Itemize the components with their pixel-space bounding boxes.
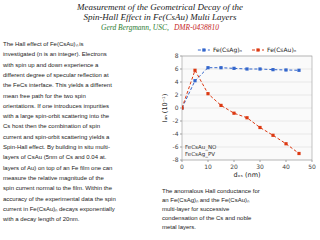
- grid-line: [182, 121, 312, 122]
- body-text: The Hall effect of Fe(CsAu)ₙ is investiga…: [2, 41, 116, 222]
- point: [182, 106, 184, 109]
- point: [219, 66, 222, 69]
- legend-marker: [202, 48, 205, 51]
- point: [245, 67, 248, 70]
- point: [182, 106, 184, 109]
- y-axis-label: Iₐₙ (10⁻¹): [161, 94, 169, 123]
- legend-item: Fe(CsAu)ₙ: [252, 46, 297, 53]
- grant: DMR-0438810: [173, 23, 219, 32]
- title: Spin-Hall Effect in Fe(CsAu) Multi Layer…: [83, 12, 237, 22]
- legend: Fe(CsAg)ₙ Fe(CsAu)ₙ: [198, 46, 297, 54]
- body-text-line: mean free path for the two spin: [3, 93, 86, 99]
- body-text-line: with a large spin-orbit scattering into …: [2, 113, 110, 119]
- point: [232, 112, 235, 115]
- series-line: [182, 68, 299, 108]
- body-text-line: with a decay length of 20nm.: [2, 216, 80, 222]
- x-tick-label: 0: [180, 163, 184, 170]
- legend-marker: [256, 48, 259, 51]
- series-line: [182, 70, 299, 153]
- plot-frame: [182, 56, 312, 160]
- x-tick-label: 30: [256, 163, 264, 170]
- y-tick-label: -6: [173, 143, 179, 150]
- grid-line: [182, 134, 312, 135]
- legend-item: Fe(CsAg)ₙ: [198, 46, 243, 54]
- body-text-line: Spin-Hall effect. By building in situ mu…: [3, 144, 110, 150]
- x-tick-label: 50: [308, 163, 316, 170]
- y-tick-label: 6: [175, 65, 179, 72]
- point: [284, 68, 287, 71]
- body-text-line: measure the relative magnitude of the: [3, 175, 104, 181]
- caption-line: multi-layer for successive: [162, 206, 230, 212]
- y-tick-label: -8: [173, 156, 179, 163]
- point: [258, 126, 261, 129]
- body-text-line: Cs host then the combination of spin: [3, 123, 100, 129]
- y-tick-label: -2: [173, 117, 179, 124]
- x-tick-label: 10: [204, 163, 212, 170]
- body-text-line: current in Fe(CsAu)ₙ decays exponentiall…: [3, 206, 115, 212]
- point: [232, 67, 235, 70]
- caption-line: metal layers.: [162, 224, 196, 230]
- grid-line: [182, 108, 312, 109]
- point: [297, 69, 300, 72]
- legend-label: Fe(CsAg)ₙ: [213, 46, 243, 54]
- point: [219, 104, 222, 107]
- point: [245, 116, 248, 119]
- body-text-line: current and spin-orbit scattering yields…: [3, 134, 110, 140]
- point: [284, 142, 287, 145]
- point: [297, 152, 300, 155]
- caption-line: an Fe(CsAg)ₙ and the Fe(CsAu)ₙ: [162, 197, 250, 203]
- x-axis-label: dₓₛ (nm): [233, 171, 260, 179]
- point: [193, 79, 196, 82]
- point: [271, 68, 274, 71]
- y-tick-label: 4: [175, 78, 179, 85]
- legend-label: Fe(CsAu)ₙ: [267, 46, 297, 53]
- annotation: FeCsAu_NO: [185, 144, 217, 151]
- body-text-line: with spin up and down experience a: [2, 62, 99, 68]
- body-text-line: the FeCs interface. This yields a differ…: [3, 82, 112, 88]
- y-tick-label: 0: [175, 104, 179, 111]
- point: [206, 66, 209, 69]
- y-tick-label: 8: [175, 52, 179, 59]
- y-tick-label: 2: [175, 91, 179, 98]
- body-text-line: layers of Au) on top of an Fe film one c…: [3, 165, 112, 171]
- body-text-line: different degree of specular reflection …: [3, 72, 109, 78]
- caption: The anomalous Hall conductance for an Fe(…: [162, 188, 260, 230]
- caption-line: condensation of the Cs and noble: [162, 215, 252, 221]
- annotation: FeCsAg_PV: [185, 151, 215, 158]
- body-text-line: The Hall effect of Fe(CsAu)ₙ is: [3, 41, 84, 47]
- caption-line: The anomalous Hall conductance for: [162, 188, 260, 194]
- grid-line: [182, 95, 312, 96]
- body-text-line: investigated (n is an integer). Electron…: [3, 51, 107, 57]
- y-tick-label: -4: [173, 130, 179, 137]
- body-text-line: orientations. If one introduces impuriti…: [3, 103, 109, 109]
- body-text-line: spin current normal to the film. Within …: [3, 185, 113, 191]
- point: [271, 134, 274, 137]
- body-text-line: layers of CsAu (5nm of Cs and 0.04 at.: [3, 154, 107, 160]
- body-text-line: accuracy of the experimental data the sp…: [3, 196, 116, 202]
- page: Measurement of the Geometrical Decay of …: [0, 0, 320, 240]
- title: Measurement of the Geometrical Decay of …: [76, 2, 243, 12]
- x-tick-label: 20: [230, 163, 238, 170]
- point: [193, 69, 196, 72]
- point: [258, 67, 261, 70]
- plot-marks: [182, 66, 301, 155]
- point: [206, 92, 209, 95]
- author: Gerd Bergmann, USC,: [101, 23, 169, 32]
- plot-background: [182, 56, 312, 160]
- x-tick-label: 40: [282, 163, 290, 170]
